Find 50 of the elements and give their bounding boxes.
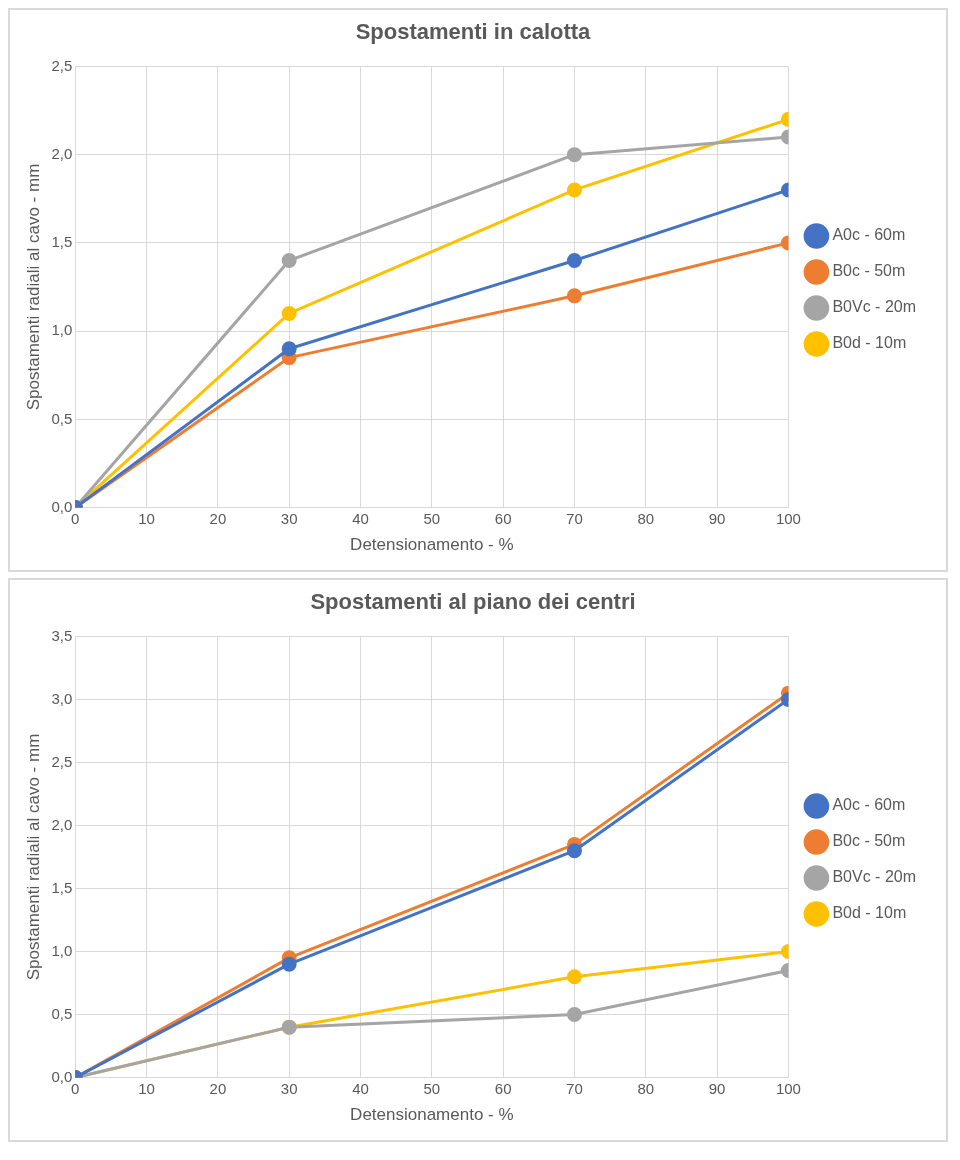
x-tick-label: 50: [423, 509, 441, 527]
x-tick-label: 30: [280, 1079, 298, 1097]
chart-title: Spostamenti al piano dei centri: [310, 589, 636, 615]
y-tick-label: 3,5: [51, 626, 73, 644]
chart-title: Spostamenti in calotta: [355, 19, 592, 45]
legend-label: B0d - 10m: [832, 334, 907, 352]
x-tick-label: 60: [494, 509, 512, 527]
x-tick-label: 40: [352, 1079, 369, 1097]
x-tick-label: 40: [352, 509, 369, 527]
legend-label: B0Vc - 20m: [832, 868, 917, 886]
y-tick-label: 2,0: [51, 815, 73, 833]
x-tick-label: 60: [494, 1079, 512, 1097]
legend-label: A0c - 60m: [832, 226, 906, 244]
x-tick-label: 100: [775, 509, 801, 527]
x-tick-label: 20: [209, 1079, 227, 1097]
y-axis-title: Spostamenti radiali al cavo - mm: [23, 163, 43, 411]
y-tick-label: 2,5: [51, 56, 73, 74]
y-tick-label: 1,0: [51, 321, 73, 339]
y-tick-label: 0,5: [51, 409, 73, 427]
x-tick-label: 50: [423, 1079, 441, 1097]
x-tick-label: 80: [637, 509, 655, 527]
y-tick-label: 1,5: [51, 233, 73, 251]
y-tick-label: 0,5: [51, 1004, 73, 1022]
y-tick-label: 3,0: [51, 689, 73, 707]
x-axis-title: Detensionamento - %: [350, 1105, 514, 1125]
x-tick-label: 100: [775, 1079, 801, 1097]
y-tick-label: 0,0: [51, 497, 73, 515]
x-tick-label: 10: [138, 509, 155, 527]
x-tick-label: 20: [209, 509, 227, 527]
legend-label: B0c - 50m: [832, 832, 906, 850]
legend-label: B0c - 50m: [832, 262, 906, 280]
x-tick-label: 70: [566, 509, 583, 527]
x-tick-label: 70: [566, 1079, 583, 1097]
x-tick-label: 80: [637, 1079, 655, 1097]
x-tick-label: 0: [71, 1079, 80, 1097]
x-tick-label: 90: [708, 1079, 726, 1097]
y-tick-label: 0,0: [51, 1067, 73, 1085]
legend-label: A0c - 60m: [832, 796, 906, 814]
x-axis-title: Detensionamento - %: [350, 535, 514, 555]
y-axis-title: Spostamenti radiali al cavo - mm: [23, 733, 43, 981]
y-tick-label: 1,0: [51, 941, 73, 959]
x-tick-label: 90: [708, 509, 726, 527]
x-tick-label: 30: [280, 509, 298, 527]
y-tick-label: 1,5: [51, 878, 73, 896]
legend-label: B0Vc - 20m: [832, 298, 917, 316]
x-tick-label: 0: [71, 509, 80, 527]
legend-label: B0d - 10m: [832, 904, 907, 922]
y-tick-label: 2,5: [51, 752, 73, 770]
y-tick-label: 2,0: [51, 144, 73, 162]
x-tick-label: 10: [138, 1079, 155, 1097]
